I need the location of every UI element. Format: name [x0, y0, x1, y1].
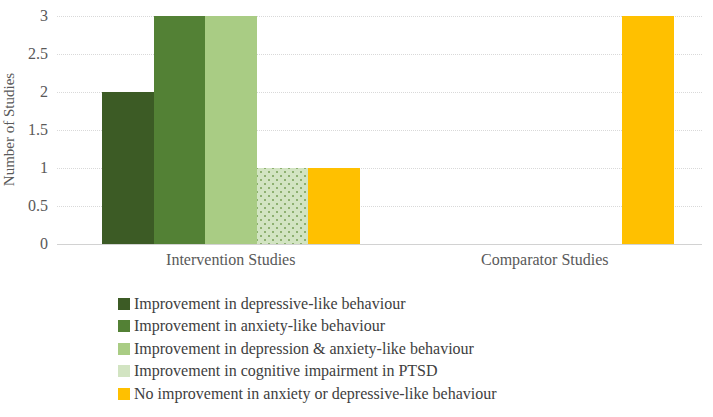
bar: [102, 92, 154, 244]
category-label: Intervention Studies: [121, 251, 341, 269]
legend-label: Improvement in depression & anxiety-like…: [134, 340, 474, 358]
legend-label: Improvement in depressive-like behaviour: [134, 295, 405, 313]
y-tick-label: 0: [0, 235, 48, 253]
bar: [154, 16, 206, 244]
bar: [205, 16, 257, 244]
bar: [257, 168, 309, 244]
legend-label: Improvement in anxiety-like behaviour: [134, 317, 385, 335]
bar-chart: Number of Studies 00.511.522.53Intervent…: [0, 0, 713, 417]
bar: [308, 168, 360, 244]
y-tick-label: 1.5: [0, 121, 48, 139]
legend-item: Improvement in depressive-like behaviour: [118, 293, 405, 315]
legend-swatch: [118, 320, 130, 332]
category-label: Comparator Studies: [435, 251, 655, 269]
legend-item: Improvement in depression & anxiety-like…: [118, 338, 474, 360]
y-tick-label: 1: [0, 159, 48, 177]
legend-swatch: [118, 343, 130, 355]
y-tick-label: 2: [0, 83, 48, 101]
legend-label: No improvement in anxiety or depressive-…: [134, 385, 497, 403]
legend-swatch: [118, 298, 130, 310]
y-tick-label: 3: [0, 7, 48, 25]
legend-swatch: [118, 365, 130, 377]
legend-item: No improvement in anxiety or depressive-…: [118, 383, 497, 405]
y-tick-label: 0.5: [0, 197, 48, 215]
bar: [622, 16, 674, 244]
x-axis-line: [57, 244, 702, 245]
legend-item: Improvement in anxiety-like behaviour: [118, 315, 385, 337]
legend-label: Improvement in cognitive impairment in P…: [134, 362, 438, 380]
legend-swatch: [118, 388, 130, 400]
legend-item: Improvement in cognitive impairment in P…: [118, 360, 438, 382]
y-tick-label: 2.5: [0, 45, 48, 63]
